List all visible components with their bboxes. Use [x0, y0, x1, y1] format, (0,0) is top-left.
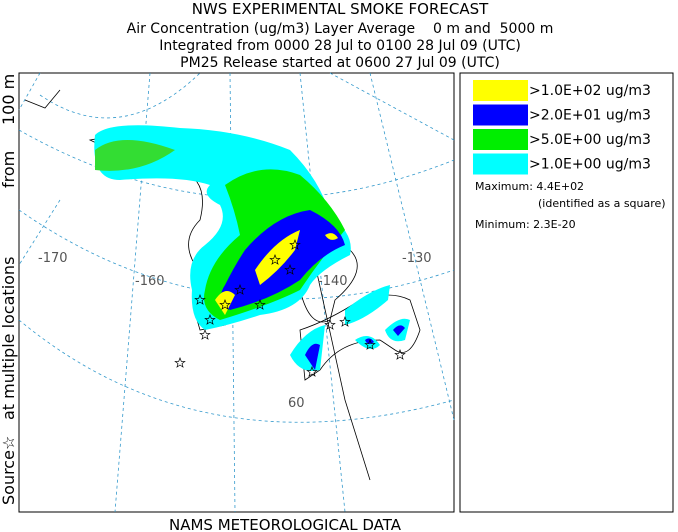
legend: Maximum: 4.4E+02 (identified as a square…: [459, 72, 674, 513]
legend-swatch: [473, 80, 528, 101]
map-label: -170: [38, 251, 68, 266]
footer: NAMS METEOROLOGICAL DATA: [169, 516, 402, 532]
map-label: -160: [135, 274, 165, 289]
side-label: from: [0, 151, 18, 188]
title: NWS EXPERIMENTAL SMOKE FORECAST: [192, 0, 489, 18]
legend-label: >1.0E+02 ug/m3: [529, 83, 651, 99]
header-line: PM25 Release started at 0600 27 Jul 09 (…: [180, 55, 500, 71]
side-label: at multiple locations: [0, 257, 18, 420]
header-line: Integrated from 0000 28 Jul to 0100 28 J…: [159, 38, 521, 54]
maximum-note: (identified as a square): [538, 197, 666, 210]
map: -170 -160 -140 -130 60: [18, 72, 455, 513]
legend-swatch: [473, 104, 528, 126]
smoke-plume: [94, 125, 410, 371]
side-label: Source☆: [0, 436, 18, 505]
side-label: 100 m: [0, 74, 18, 125]
map-label: 60: [288, 396, 305, 411]
legend-label: >5.0E+00 ug/m3: [529, 132, 651, 148]
minimum: Minimum: 2.3E-20: [475, 218, 576, 231]
legend-label: >2.0E+01 ug/m3: [529, 108, 651, 124]
map-label: -140: [318, 274, 348, 289]
map-label: -130: [402, 251, 432, 266]
legend-swatch: [473, 153, 528, 175]
legend-swatch: [473, 129, 528, 150]
maximum: Maximum: 4.4E+02: [475, 180, 584, 193]
header-line: Air Concentration (ug/m3) Layer Average …: [127, 21, 554, 37]
legend-label: >1.0E+00 ug/m3: [529, 157, 651, 173]
